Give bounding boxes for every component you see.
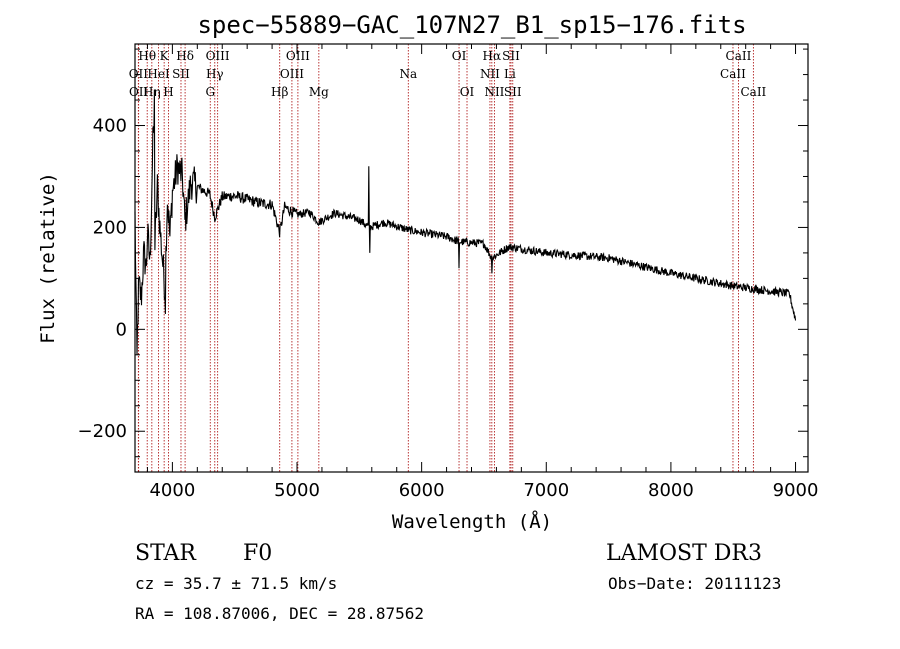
x-tick-label: 4000 (149, 480, 195, 501)
spectral-line-label: CaII (740, 85, 766, 99)
spectral-line-label: CaII (720, 67, 746, 81)
spectral-line-label: Hβ (271, 85, 288, 99)
spectral-line-label: Hγ (206, 67, 224, 81)
x-tick-label: 9000 (773, 480, 819, 501)
spectral-line-label: CaII (726, 49, 752, 63)
spectral-line-label: HeI (147, 67, 170, 81)
x-axis-ticks: 4000 5000 6000 7000 8000 9000 (146, 44, 819, 501)
spectral-line-label: OI (452, 49, 467, 63)
y-axis-label: Flux (relative) (37, 172, 59, 344)
y-tick-label: 400 (93, 116, 127, 137)
object-subclass: F0 (243, 541, 272, 566)
observation-date: Obs−Date: 20111123 (608, 574, 781, 593)
object-class: STAR (135, 541, 197, 566)
survey-name: LAMOST DR3 (606, 541, 762, 566)
spectral-line-label: NII (480, 67, 500, 81)
spectral-line-label: SII (504, 85, 522, 99)
spectral-line-label: SII (502, 49, 520, 63)
x-tick-label: 8000 (648, 480, 694, 501)
spectral-line-label: K (160, 49, 170, 63)
spectral-line-label: OIII (286, 49, 310, 63)
spectral-line-label: OIII (280, 67, 304, 81)
spectral-line-label: Hθ (138, 49, 156, 63)
spectral-line-label: Mg (309, 85, 329, 99)
spectral-line-label: OII (129, 85, 149, 99)
x-axis-label: Wavelength (Å) (392, 510, 552, 533)
spectral-line-labels: Hθ OII OII K HeI Hη SII H Hδ OIII Hγ G Hβ OIII OIII Mg N… (129, 49, 767, 99)
ra-dec-coordinates: RA = 108.87006, DEC = 28.87562 (135, 604, 424, 623)
y-tick-label: −200 (78, 421, 127, 442)
spectral-line-label: G (205, 85, 215, 99)
y-axis-ticks: −200 0 200 400 (78, 48, 808, 458)
spectral-line-label: Hη (143, 85, 161, 99)
x-tick-label: 5000 (274, 480, 320, 501)
spectral-line-markers (137, 44, 754, 472)
spectral-line-label: Li (504, 67, 516, 81)
chart-title: spec−55889−GAC_107N27_B1_sp15−176.fits (197, 11, 746, 39)
spectral-line-label: Hα (483, 49, 502, 63)
spectral-line-label: NII (484, 85, 504, 99)
x-tick-label: 6000 (399, 480, 445, 501)
spectral-line-label: H (163, 85, 173, 99)
spectral-line-label: OIII (206, 49, 230, 63)
redshift-velocity: cz = 35.7 ± 71.5 km/s (135, 574, 337, 593)
spectral-line-label: Hδ (176, 49, 194, 63)
spectral-line-label: SII (172, 67, 190, 81)
plot-frame (134, 43, 809, 473)
spectral-line-label: Na (399, 67, 417, 81)
y-tick-label: 200 (93, 217, 127, 238)
x-tick-label: 7000 (523, 480, 569, 501)
y-tick-label: 0 (116, 319, 127, 340)
spectral-line-label: OII (129, 67, 149, 81)
spectral-line-label: OI (460, 85, 475, 99)
spectrum-trace (134, 89, 797, 355)
